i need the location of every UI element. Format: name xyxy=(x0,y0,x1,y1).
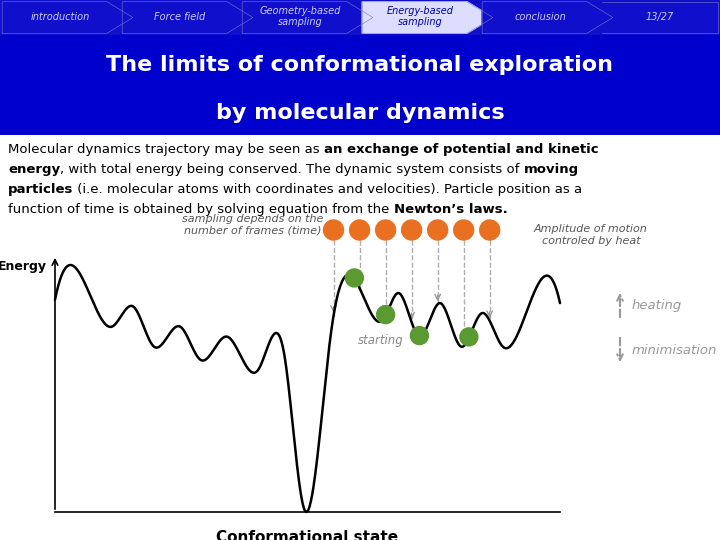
Polygon shape xyxy=(362,2,493,33)
Text: Newton’s laws.: Newton’s laws. xyxy=(394,203,508,216)
Polygon shape xyxy=(242,2,373,33)
Text: function of time is obtained by solving equation from the: function of time is obtained by solving … xyxy=(8,203,394,216)
Circle shape xyxy=(454,220,474,240)
Text: heating: heating xyxy=(632,299,683,312)
Text: moving: moving xyxy=(523,163,579,176)
Circle shape xyxy=(428,220,448,240)
Circle shape xyxy=(377,306,395,323)
Circle shape xyxy=(346,269,364,287)
Circle shape xyxy=(376,220,395,240)
Text: Conformational state: Conformational state xyxy=(217,530,399,540)
Text: particles: particles xyxy=(8,183,73,196)
Circle shape xyxy=(480,220,500,240)
Polygon shape xyxy=(482,2,613,33)
Text: , with total energy being conserved. The dynamic system consists of: , with total energy being conserved. The… xyxy=(60,163,523,176)
Circle shape xyxy=(460,328,478,346)
Circle shape xyxy=(402,220,422,240)
Text: The limits of conformational exploration: The limits of conformational exploration xyxy=(107,55,613,75)
Text: Force field: Force field xyxy=(154,12,206,22)
Circle shape xyxy=(323,220,343,240)
Text: by molecular dynamics: by molecular dynamics xyxy=(216,103,504,123)
Text: starting: starting xyxy=(358,334,403,347)
Text: Energy-based
sampling: Energy-based sampling xyxy=(387,6,454,27)
Circle shape xyxy=(410,327,428,345)
Text: an exchange of potential and kinetic: an exchange of potential and kinetic xyxy=(324,143,598,156)
Text: 13/27: 13/27 xyxy=(646,12,674,22)
Text: conclusion: conclusion xyxy=(514,12,566,22)
Text: Amplitude of motion
controled by heat: Amplitude of motion controled by heat xyxy=(534,224,648,246)
Text: Geometry-based
sampling: Geometry-based sampling xyxy=(259,6,341,27)
Polygon shape xyxy=(122,2,253,33)
Text: Energy: Energy xyxy=(0,260,47,273)
Polygon shape xyxy=(602,2,718,33)
Text: Molecular dynamics trajectory may be seen as: Molecular dynamics trajectory may be see… xyxy=(8,143,324,156)
Text: energy: energy xyxy=(8,163,60,176)
Text: sampling depends on the
number of frames (time): sampling depends on the number of frames… xyxy=(182,214,323,236)
Circle shape xyxy=(350,220,369,240)
Polygon shape xyxy=(2,2,133,33)
Text: introduction: introduction xyxy=(30,12,89,22)
Text: (i.e. molecular atoms with coordinates and velocities). Particle position as a: (i.e. molecular atoms with coordinates a… xyxy=(73,183,582,196)
Text: minimisation: minimisation xyxy=(632,343,717,356)
